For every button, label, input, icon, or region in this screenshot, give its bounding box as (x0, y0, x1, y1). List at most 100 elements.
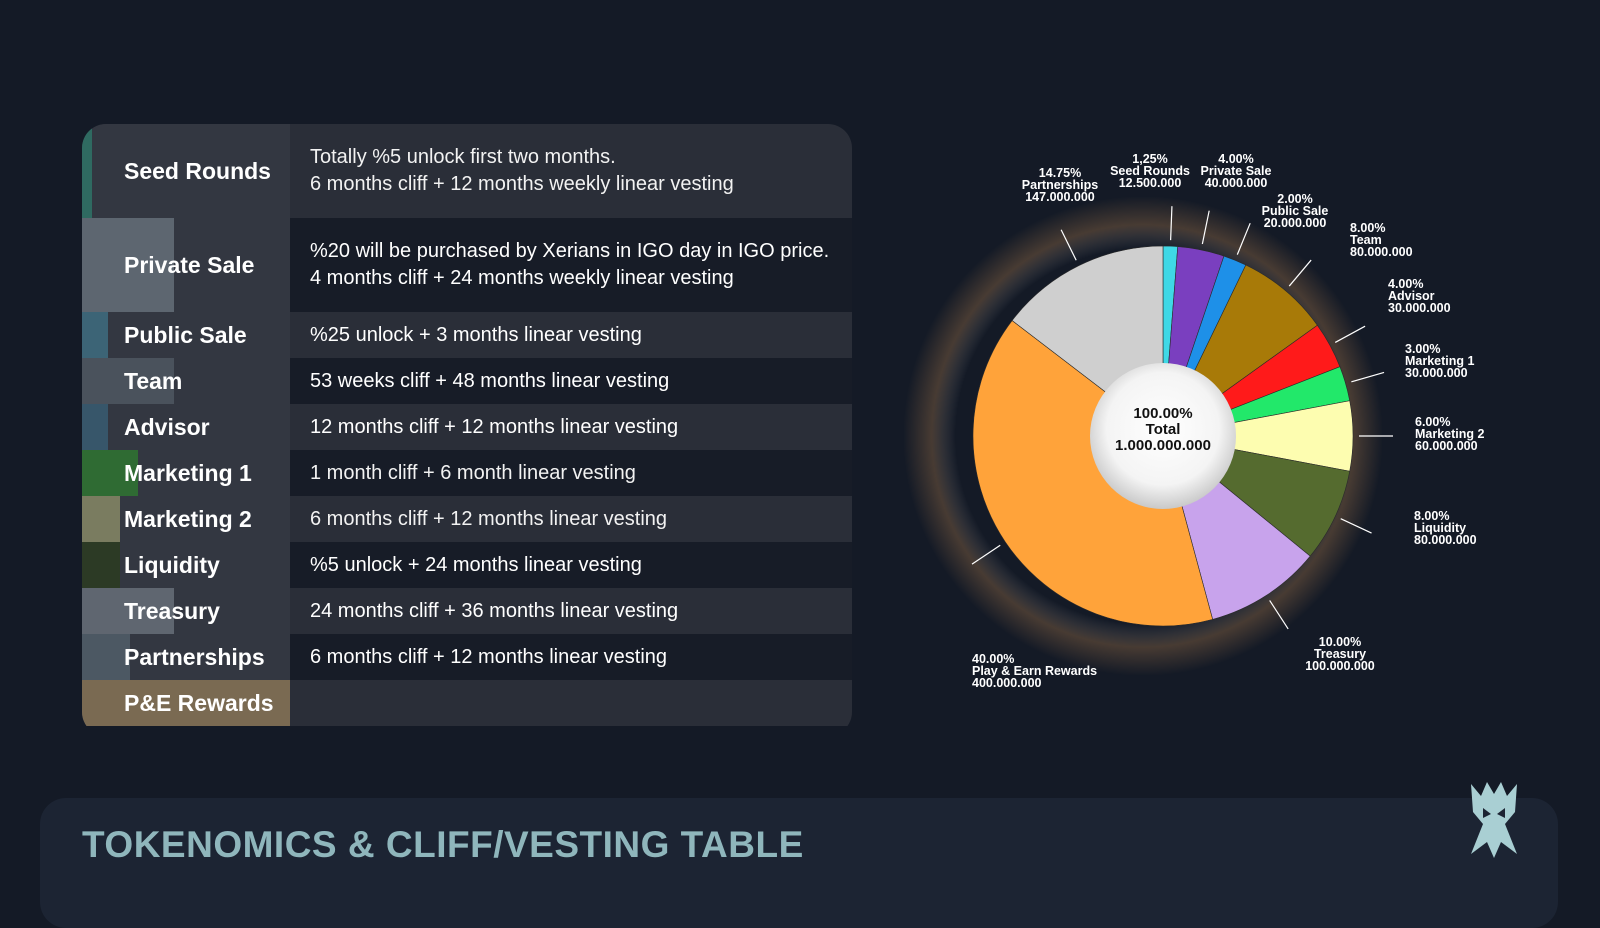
slice-label-amount: 30.000.000 (1405, 366, 1468, 380)
row-label-cell: Advisor (82, 404, 290, 450)
row-label-cell: Treasury (82, 588, 290, 634)
row-description: 53 weeks cliff + 48 months linear vestin… (310, 358, 852, 404)
tokenomics-pie-chart: 1,25% Seed Rounds 12.500.000 4.00% Private S… (903, 152, 1485, 690)
description-line: %25 unlock + 3 months linear vesting (310, 323, 642, 346)
slice-label-name: Team (1350, 233, 1382, 247)
row-accent-bar (82, 124, 92, 218)
description-line: 12 months cliff + 12 months linear vesti… (310, 415, 679, 438)
table-row: Treasury 24 months cliff + 36 months line… (82, 588, 852, 634)
slice-label-amount: 80.000.000 (1350, 245, 1413, 259)
row-label: P&E Rewards (124, 689, 274, 716)
table-row: Public Sale %25 unlock + 3 months linear … (82, 312, 852, 358)
slice-label-name: Public Sale (1262, 204, 1329, 218)
row-label-cell: Partnerships (82, 634, 290, 680)
slice-label: 4.00% Private Sale 40.000.000 (1201, 152, 1272, 190)
slice-label-percent: 6.00% (1415, 415, 1450, 429)
description-line: 6 months cliff + 12 months linear vestin… (310, 507, 668, 530)
leader-line (1060, 229, 1077, 261)
slice-label-percent: 3.00% (1405, 342, 1440, 356)
slice-label: 4.00% Advisor 30.000.000 (1388, 277, 1451, 315)
description-line: 4 months cliff + 24 months weekly linear… (310, 267, 734, 289)
row-accent-bar (82, 496, 120, 542)
slice-label-percent: 2.00% (1277, 192, 1312, 206)
row-label-cell: Seed Rounds (82, 124, 290, 218)
row-label: Public Sale (124, 321, 247, 348)
table-row: Marketing 1 1 month cliff + 6 month linea… (82, 450, 852, 496)
row-description: 24 months cliff + 36 months linear vesti… (310, 588, 852, 634)
row-label-cell: Public Sale (82, 312, 290, 358)
slice-label-amount: 30.000.000 (1388, 301, 1451, 315)
slice-label-name: Play & Earn Rewards (972, 664, 1097, 678)
slice-label: 2.00% Public Sale 20.000.000 (1262, 192, 1329, 230)
slice-label: 40.00% Play & Earn Rewards 400.000.000 (972, 652, 1097, 690)
row-label-cell: Liquidity (82, 542, 290, 588)
slice-label-name: Advisor (1388, 289, 1435, 303)
slice-label: 14.75% Partnerships 147.000.000 (1022, 166, 1098, 204)
center-percent: 100.00% (1133, 405, 1192, 422)
table-row: Marketing 2 6 months cliff + 12 months li… (82, 496, 852, 542)
pie-labels: 1,25% Seed Rounds 12.500.000 4.00% Private S… (971, 152, 1485, 690)
row-label: Seed Rounds (124, 157, 271, 184)
leader-line (971, 544, 1001, 565)
row-label: Marketing 2 (124, 505, 252, 532)
row-label: Partnerships (124, 643, 265, 670)
leader-line (1351, 371, 1385, 383)
slice-label-percent: 8.00% (1350, 221, 1385, 235)
description-line: %20 will be purchased by Xerians in IGO … (310, 240, 830, 262)
slice-label-name: Marketing 2 (1415, 427, 1485, 441)
slice-label-name: Partnerships (1022, 178, 1098, 192)
slice-label-percent: 10.00% (1319, 635, 1361, 649)
leader-line (1334, 325, 1366, 343)
row-description: Totally %5 unlock first two months. 6 mon… (310, 124, 852, 218)
slice-label-name: Treasury (1314, 647, 1366, 661)
row-accent-bar (82, 680, 290, 726)
pie-slice-play-earn-rewards (972, 320, 1214, 627)
row-description: %5 unlock + 24 months linear vesting (310, 542, 852, 588)
leader-line (1288, 259, 1312, 287)
row-label: Treasury (124, 597, 220, 624)
slice-label: 8.00% Team 80.000.000 (1350, 221, 1413, 259)
slice-label-name: Marketing 1 (1405, 354, 1475, 368)
slice-label-name: Seed Rounds (1110, 164, 1190, 178)
slice-label-amount: 12.500.000 (1119, 176, 1182, 190)
description-line: %5 unlock + 24 months linear vesting (310, 553, 642, 576)
row-accent-bar (82, 634, 130, 680)
row-accent-bar (82, 542, 120, 588)
description-line: 1 month cliff + 6 month linear vesting (310, 461, 636, 484)
row-label: Private Sale (124, 251, 255, 278)
slice-label-percent: 8.00% (1414, 509, 1449, 523)
slice-label-name: Liquidity (1414, 521, 1466, 535)
row-description: 1 month cliff + 6 month linear vesting (310, 450, 852, 496)
row-accent-bar (82, 588, 174, 634)
row-accent-bar (82, 358, 174, 404)
row-description: 12 months cliff + 12 months linear vesti… (310, 404, 852, 450)
description-line: 24 months cliff + 36 months linear vesti… (310, 599, 679, 622)
row-accent-bar (82, 218, 174, 312)
slice-label: 1,25% Seed Rounds 12.500.000 (1110, 152, 1190, 190)
row-description: %25 unlock + 3 months linear vesting (310, 312, 852, 358)
footer-bar: TOKENOMICS & CLIFF/VESTING TABLE (40, 798, 1558, 928)
row-accent-bar (82, 312, 108, 358)
table-row: P&E Rewards (82, 680, 852, 726)
table-row: Seed Rounds Totally %5 unlock first two m… (82, 124, 852, 218)
vesting-table: Seed Rounds Totally %5 unlock first two m… (82, 124, 852, 736)
row-label-cell: Private Sale (82, 218, 290, 312)
center-amount: 1.000.000.000 (1115, 437, 1211, 454)
row-label: Marketing 1 (124, 459, 252, 486)
slice-label-amount: 40.000.000 (1205, 176, 1268, 190)
row-label: Liquidity (124, 551, 220, 578)
slice-label-amount: 147.000.000 (1025, 190, 1095, 204)
leader-line (1201, 210, 1210, 245)
row-label: Advisor (124, 413, 210, 440)
page-title: TOKENOMICS & CLIFF/VESTING TABLE (82, 824, 804, 865)
center-hub (1090, 363, 1236, 509)
slice-label-percent: 1,25% (1132, 152, 1167, 166)
crown-mask-logo-icon (1471, 782, 1517, 858)
slice-label-name: Private Sale (1201, 164, 1272, 178)
center-name: Total (1146, 421, 1181, 438)
slice-label-percent: 4.00% (1218, 152, 1253, 166)
slice-label: 8.00% Liquidity 80.000.000 (1414, 509, 1477, 547)
row-label-cell: Marketing 2 (82, 496, 290, 542)
leader-line (1269, 600, 1289, 630)
slice-label-amount: 20.000.000 (1264, 216, 1327, 230)
